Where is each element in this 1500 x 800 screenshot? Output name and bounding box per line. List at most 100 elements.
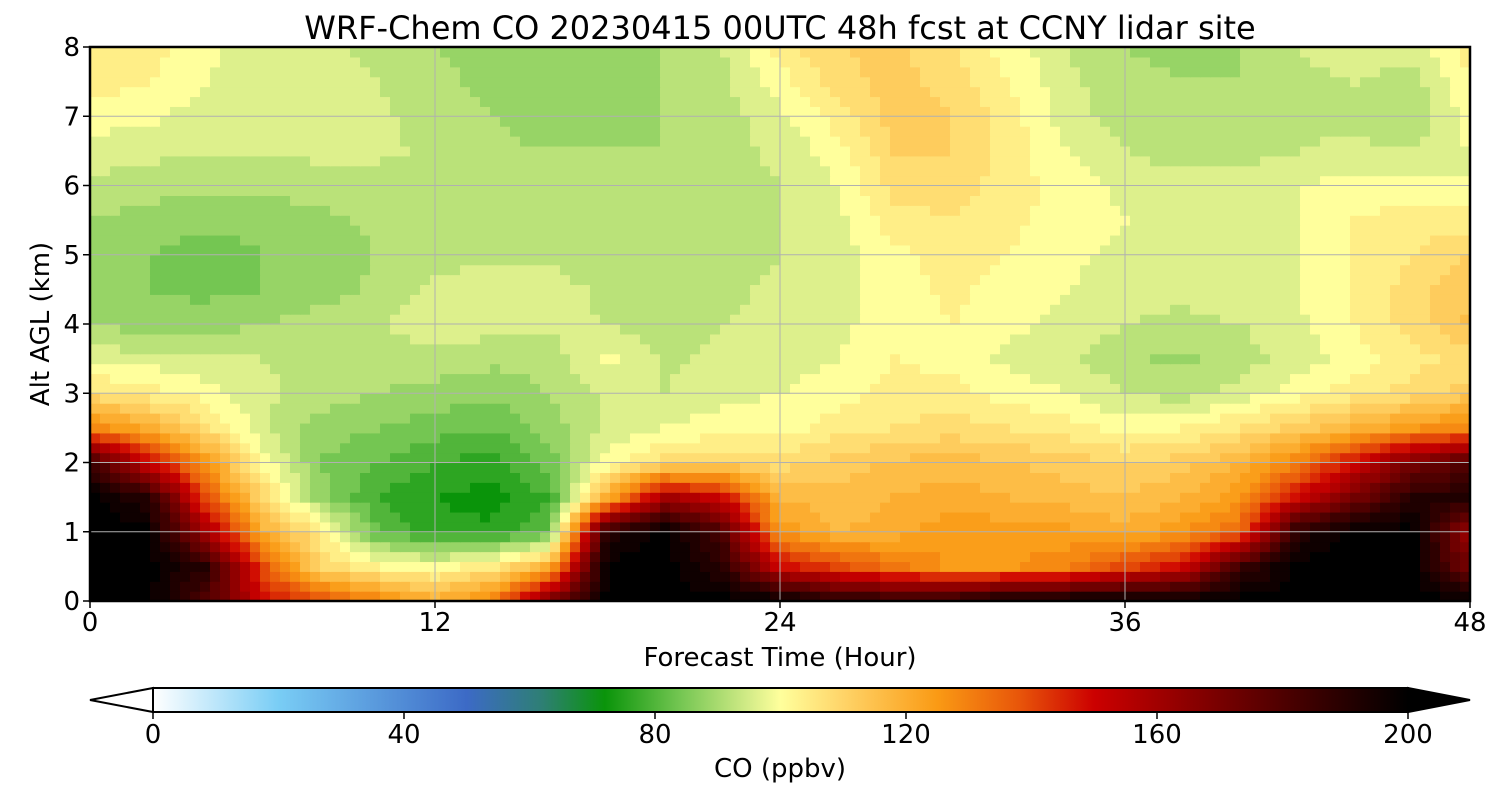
heatmap-cell xyxy=(1230,442,1241,454)
heatmap-cell xyxy=(170,541,181,553)
heatmap-cell xyxy=(1300,442,1311,454)
heatmap-cell xyxy=(1310,393,1321,404)
heatmap-cell xyxy=(520,284,531,295)
heatmap-cell xyxy=(1450,422,1461,434)
heatmap-cell xyxy=(690,531,701,543)
heatmap-cell xyxy=(1330,492,1341,503)
heatmap-cell xyxy=(120,264,131,276)
heatmap-cell xyxy=(160,422,171,434)
heatmap-cell xyxy=(210,403,221,414)
heatmap-cell xyxy=(1160,581,1171,592)
heatmap-cell xyxy=(1210,591,1221,601)
heatmap-cell xyxy=(790,541,801,553)
heatmap-cell xyxy=(1280,244,1291,256)
heatmap-cell xyxy=(1040,561,1051,572)
heatmap-cell xyxy=(370,571,381,582)
heatmap-cell xyxy=(1080,432,1091,444)
heatmap-cell xyxy=(180,482,191,493)
heatmap-cell xyxy=(850,343,861,355)
heatmap-cell xyxy=(1130,353,1141,365)
heatmap-cell xyxy=(1030,502,1041,513)
heatmap-cell xyxy=(480,314,491,325)
heatmap-cell xyxy=(280,422,291,434)
heatmap-cell xyxy=(440,472,451,483)
heatmap-cell xyxy=(1050,581,1061,592)
heatmap-cell xyxy=(390,571,401,582)
heatmap-cell xyxy=(1170,432,1181,444)
heatmap-cell xyxy=(1070,551,1081,563)
heatmap-cell xyxy=(1070,502,1081,513)
heatmap-cell xyxy=(210,502,221,513)
heatmap-cell xyxy=(980,294,991,305)
heatmap-cell xyxy=(1040,403,1051,414)
heatmap-cell xyxy=(1320,353,1331,365)
heatmap-cell xyxy=(660,373,671,384)
heatmap-cell xyxy=(320,363,331,375)
heatmap-cell xyxy=(1060,422,1071,434)
heatmap-cell xyxy=(720,274,731,286)
heatmap-cell xyxy=(820,452,831,464)
heatmap-cell xyxy=(180,403,191,414)
heatmap-cell xyxy=(770,254,781,266)
heatmap-cell xyxy=(1460,432,1470,444)
heatmap-cell xyxy=(800,561,811,572)
heatmap-cell xyxy=(640,591,651,601)
heatmap-cell xyxy=(800,432,811,444)
heatmap-cell xyxy=(880,502,891,513)
heatmap-cell xyxy=(180,234,191,246)
heatmap-cell xyxy=(820,413,831,424)
heatmap-cell xyxy=(680,462,691,473)
heatmap-cell xyxy=(720,403,731,414)
heatmap-cell xyxy=(950,314,961,325)
heatmap-cell xyxy=(570,472,581,483)
heatmap-cell xyxy=(940,363,951,375)
heatmap-cell xyxy=(270,304,281,315)
heatmap-cell xyxy=(670,343,681,355)
heatmap-cell xyxy=(420,363,431,375)
heatmap-cell xyxy=(760,442,771,454)
heatmap-cell xyxy=(1260,591,1271,601)
heatmap-cell xyxy=(580,541,591,553)
heatmap-cell xyxy=(980,254,991,266)
heatmap-cell xyxy=(1400,502,1411,513)
heatmap-cell xyxy=(840,284,851,295)
heatmap-cell xyxy=(550,482,561,493)
heatmap-cell xyxy=(1370,333,1381,345)
heatmap-cell xyxy=(620,452,631,464)
heatmap-cell xyxy=(820,422,831,434)
heatmap-cell xyxy=(1270,383,1281,394)
heatmap-cell xyxy=(590,462,601,473)
heatmap-cell xyxy=(1450,383,1461,394)
heatmap-cell xyxy=(830,561,841,572)
heatmap-cell xyxy=(160,264,171,276)
heatmap-cell xyxy=(650,373,661,384)
heatmap-cell xyxy=(1400,472,1411,483)
heatmap-cell xyxy=(620,442,631,454)
heatmap-cell xyxy=(800,571,811,582)
heatmap-cell xyxy=(1020,492,1031,503)
heatmap-cell xyxy=(660,304,671,315)
heatmap-cell xyxy=(1310,403,1321,414)
heatmap-cell xyxy=(610,244,621,256)
heatmap-cell xyxy=(540,314,551,325)
heatmap-cell xyxy=(1110,294,1121,305)
heatmap-cell xyxy=(290,472,301,483)
heatmap-cell xyxy=(560,521,571,533)
heatmap-cell xyxy=(1240,591,1251,601)
heatmap-cell xyxy=(870,333,881,345)
heatmap-cell xyxy=(810,304,821,315)
heatmap-cell xyxy=(900,502,911,513)
heatmap-cell xyxy=(100,353,111,365)
heatmap-cell xyxy=(1230,254,1241,266)
heatmap-cell xyxy=(490,324,501,335)
heatmap-cell xyxy=(690,541,701,553)
heatmap-cell xyxy=(1400,264,1411,276)
heatmap-cell xyxy=(910,442,921,454)
heatmap-cell xyxy=(620,294,631,305)
heatmap-cell xyxy=(100,561,111,572)
heatmap-cell xyxy=(1000,333,1011,345)
heatmap-cell xyxy=(990,541,1001,553)
heatmap-cell xyxy=(1250,531,1261,543)
heatmap-cell xyxy=(850,254,861,266)
heatmap-cell xyxy=(1190,422,1201,434)
